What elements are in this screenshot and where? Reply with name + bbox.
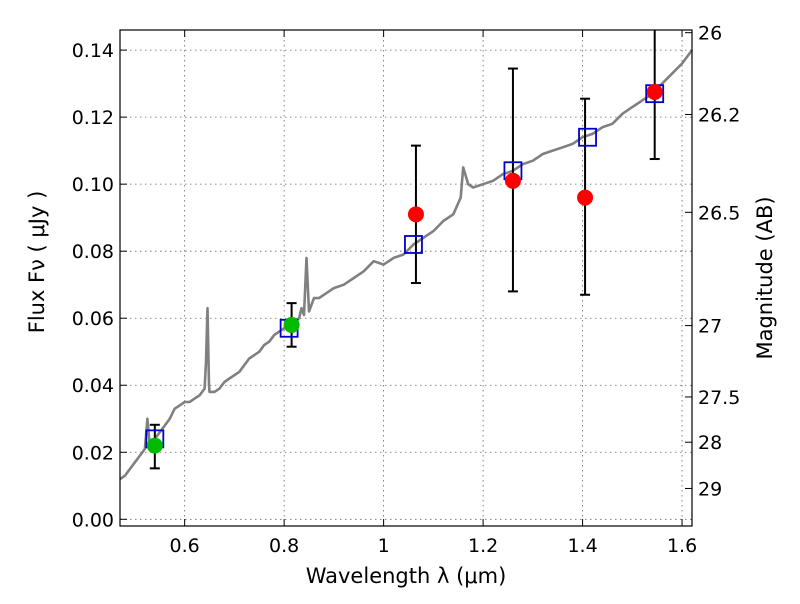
y-tick-label: 0.14 [72, 40, 114, 62]
spectrum-layer [119, 49, 694, 481]
y-axis-title: Flux Fν ( μJy ) [25, 191, 49, 334]
x-axis-title: Wavelength λ (μm) [306, 564, 507, 588]
magnitude-tick-labels: 26 26.2 26.5 27 27.5 28 29 [698, 23, 740, 501]
plot-frame [119, 29, 693, 527]
y-tick-label: 0.08 [72, 241, 114, 263]
x-tick-label: 1.2 [468, 535, 498, 557]
grid-lines [120, 30, 692, 526]
x-tick-label: 1.4 [567, 535, 597, 557]
magnitude-tick-label: 26 [698, 23, 722, 45]
tick-marks [120, 30, 692, 526]
magnitude-tick-label: 26.2 [698, 104, 740, 126]
magnitude-tick-label: 27.5 [698, 387, 740, 409]
y-tick-label: 0.10 [72, 174, 114, 196]
spectrum-line [119, 49, 694, 481]
x-tick-labels: 0.6 0.8 1 1.2 1.4 1.6 [170, 535, 698, 557]
y-tick-label: 0.00 [72, 509, 114, 531]
photometry-point [646, 84, 663, 100]
y-tick-label: 0.04 [72, 375, 114, 397]
x-tick-label: 0.6 [170, 535, 200, 557]
y-tick-label: 0.02 [72, 442, 114, 464]
y-tick-label: 0.06 [72, 308, 114, 330]
y2-axis-title: Magnitude (AB) [753, 196, 777, 359]
model-photometry-square [578, 127, 597, 147]
x-tick-label: 1.6 [667, 535, 697, 557]
magnitude-tick-label: 29 [698, 478, 722, 500]
magnitude-tick-label: 27 [698, 316, 722, 338]
y-tick-labels: 0.00 0.02 0.04 0.06 0.08 0.10 0.12 0.14 [72, 40, 114, 531]
magnitude-tick-label: 26.5 [698, 202, 740, 224]
photometry-point [407, 206, 424, 223]
photometry-point [146, 437, 163, 454]
photometry-point [504, 172, 521, 189]
model-photometry-square [404, 235, 423, 254]
magnitude-tick-label: 28 [698, 432, 722, 454]
photometry-point [577, 189, 594, 206]
x-tick-label: 1 [378, 535, 390, 557]
x-tick-label: 0.8 [269, 535, 299, 557]
y-tick-label: 0.12 [72, 107, 114, 129]
photometry-point-layer [146, 84, 663, 454]
photometry-point [283, 316, 300, 333]
